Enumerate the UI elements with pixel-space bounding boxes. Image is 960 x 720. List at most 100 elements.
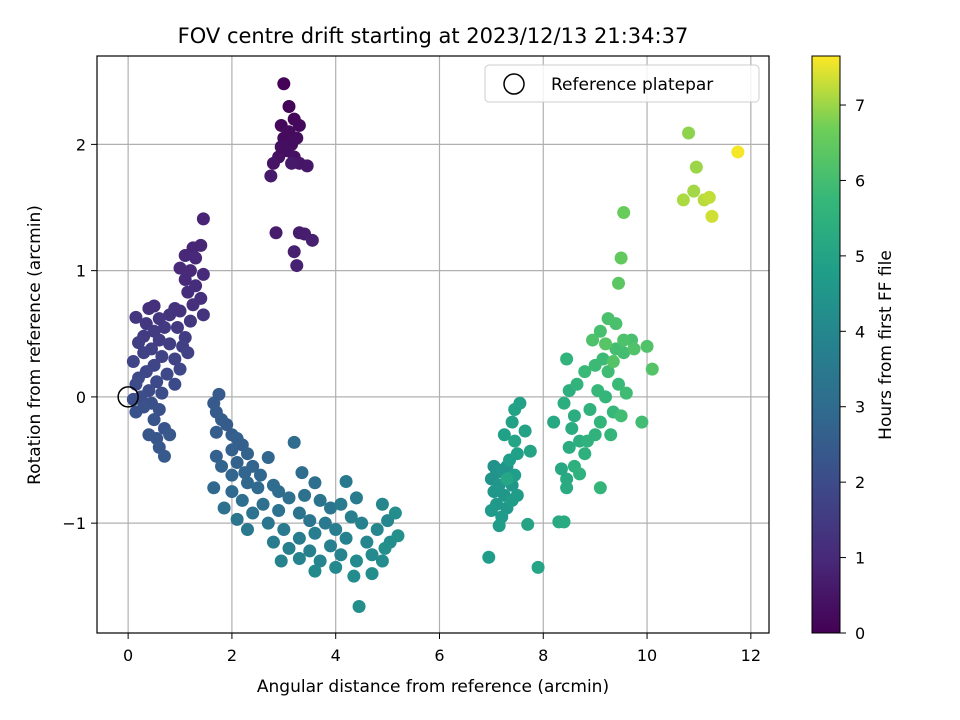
data-point xyxy=(334,497,348,511)
data-point xyxy=(593,324,607,338)
data-point xyxy=(152,333,166,347)
data-point xyxy=(277,77,291,91)
colorbar-ticks: 0 1 2 3 4 5 6 7 xyxy=(840,96,865,643)
data-point xyxy=(207,481,221,495)
data-point xyxy=(266,535,280,549)
data-point xyxy=(510,447,524,461)
legend-box xyxy=(484,64,760,103)
data-point xyxy=(352,599,366,613)
data-point xyxy=(349,554,363,568)
data-point xyxy=(155,386,169,400)
x-tick-label: 4 xyxy=(331,646,341,665)
data-point xyxy=(523,444,537,458)
x-tick-label: 8 xyxy=(538,646,548,665)
data-point xyxy=(292,531,306,545)
data-point xyxy=(365,548,379,562)
data-point xyxy=(375,554,389,568)
reference-platepar-marker xyxy=(117,386,139,408)
x-tick-label: 12 xyxy=(741,646,761,665)
data-point xyxy=(251,481,265,495)
data-point xyxy=(230,512,244,526)
plot-frame xyxy=(96,55,770,634)
data-point xyxy=(349,491,363,505)
data-point xyxy=(334,548,348,562)
data-point xyxy=(290,259,304,273)
data-point xyxy=(604,428,618,442)
data-point xyxy=(565,421,579,435)
data-point xyxy=(554,462,568,476)
data-point xyxy=(518,424,532,438)
data-point xyxy=(196,267,210,281)
data-point xyxy=(593,415,607,429)
data-point xyxy=(547,415,561,429)
data-point xyxy=(274,554,288,568)
data-point xyxy=(593,481,607,495)
data-point xyxy=(627,342,641,356)
x-tick-label: 10 xyxy=(637,646,657,665)
data-point xyxy=(318,516,332,530)
data-point xyxy=(261,516,275,530)
data-point xyxy=(375,497,389,511)
data-point xyxy=(505,415,519,429)
data-point xyxy=(147,413,161,427)
data-point xyxy=(500,472,514,486)
x-tick-label: 6 xyxy=(434,646,444,665)
data-point xyxy=(308,526,322,540)
data-point xyxy=(303,514,317,528)
data-point xyxy=(617,346,631,360)
y-axis-ticks: −1 0 1 2 xyxy=(62,135,97,533)
data-point xyxy=(687,184,701,198)
data-point xyxy=(614,251,628,265)
x-tick-label: 0 xyxy=(123,646,133,665)
data-point xyxy=(378,541,392,555)
legend-marker xyxy=(503,73,525,95)
data-point xyxy=(137,346,151,360)
data-point xyxy=(308,564,322,578)
colorbar-tick-label: 2 xyxy=(855,473,865,492)
data-point xyxy=(168,377,182,391)
colorbar: 0 1 2 3 4 5 6 7 Hours from first FF file xyxy=(811,55,896,643)
data-point xyxy=(160,367,174,381)
data-point xyxy=(347,569,361,583)
data-point xyxy=(388,506,402,520)
data-point xyxy=(292,506,306,520)
data-point xyxy=(183,314,197,328)
data-point xyxy=(246,506,260,520)
data-point xyxy=(588,428,602,442)
data-point xyxy=(129,310,143,324)
data-point xyxy=(240,447,254,461)
data-point xyxy=(305,233,319,247)
data-point xyxy=(510,488,524,502)
data-point xyxy=(264,169,278,183)
data-point xyxy=(157,449,171,463)
data-point xyxy=(142,302,156,316)
data-point xyxy=(287,245,301,259)
data-point xyxy=(285,156,299,170)
data-point xyxy=(606,355,620,369)
y-tick-label: 2 xyxy=(76,135,86,154)
data-point xyxy=(225,443,239,457)
data-point xyxy=(196,212,210,226)
colorbar-tick-label: 6 xyxy=(855,171,865,190)
data-point xyxy=(209,449,223,463)
data-point xyxy=(170,320,184,334)
data-point xyxy=(209,425,223,439)
data-point xyxy=(645,362,659,376)
data-point xyxy=(329,560,343,574)
data-point xyxy=(487,485,501,499)
data-point xyxy=(612,377,626,391)
data-point xyxy=(508,434,522,448)
data-point xyxy=(287,435,301,449)
data-point xyxy=(129,405,143,419)
data-point xyxy=(612,276,626,290)
colorbar-tick-label: 7 xyxy=(855,96,865,115)
data-point xyxy=(557,396,571,410)
data-point xyxy=(292,118,306,132)
data-point xyxy=(599,337,613,351)
data-point xyxy=(731,145,745,159)
data-point xyxy=(178,272,192,286)
data-point xyxy=(324,539,338,553)
data-point xyxy=(181,285,195,299)
data-point xyxy=(126,355,140,369)
data-point xyxy=(261,451,275,465)
